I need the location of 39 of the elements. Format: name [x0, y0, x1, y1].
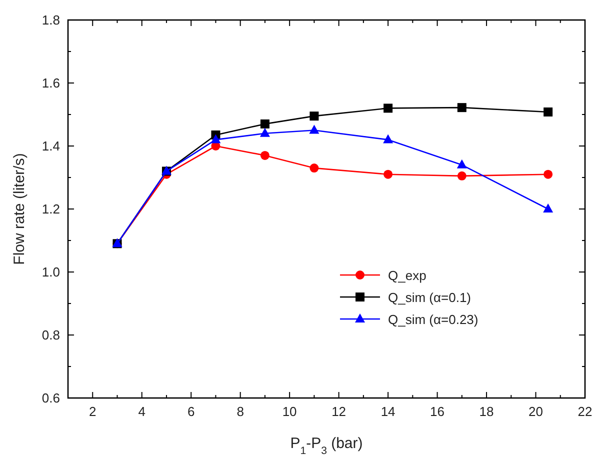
- x-tick-label: 20: [528, 404, 543, 419]
- point: [310, 112, 319, 121]
- y-tick-label: 1.8: [42, 12, 60, 28]
- x-tick-label: 6: [187, 404, 195, 419]
- legend-label: Q_sim (α=0.1): [388, 290, 472, 305]
- x-tick-label: 10: [282, 404, 297, 419]
- point: [384, 170, 393, 179]
- legend-label: Q_exp: [388, 268, 426, 283]
- point: [544, 170, 553, 179]
- point: [457, 103, 466, 112]
- point: [309, 124, 320, 134]
- x-tick-label: 12: [332, 404, 346, 419]
- x-tick-label: 16: [430, 404, 445, 419]
- x-tick-label: 18: [479, 404, 494, 419]
- x-tick-label: 2: [89, 404, 96, 419]
- point: [260, 128, 270, 137]
- y-axis-title: Flow rate (liter/s): [11, 153, 28, 265]
- y-tick-label: 0.8: [42, 328, 60, 342]
- point: [543, 204, 554, 212]
- point: [544, 107, 553, 116]
- point: [383, 134, 394, 144]
- x-axis-title: P$_{1}$-P$_{3}$ (bar): [290, 435, 363, 457]
- point: [260, 119, 270, 128]
- x-tick-label: 4: [138, 404, 146, 419]
- point: [210, 134, 221, 144]
- point: [384, 104, 393, 113]
- point: [457, 171, 466, 180]
- y-tick-label: 1.2: [42, 202, 60, 216]
- y-tick-label: 1.0: [42, 264, 60, 280]
- point: [456, 159, 467, 168]
- x-tick-label: 22: [578, 404, 592, 419]
- legend-label: Q_sim (α=0.23): [388, 312, 478, 327]
- y-tick-label: 1.4: [42, 138, 60, 154]
- x-tick-label: 14: [380, 404, 396, 419]
- point: [310, 164, 319, 173]
- x-tick-label: 8: [236, 404, 244, 419]
- point: [260, 150, 270, 160]
- y-tick-label: 0.6: [42, 390, 60, 406]
- y-tick-label: 1.6: [42, 76, 60, 90]
